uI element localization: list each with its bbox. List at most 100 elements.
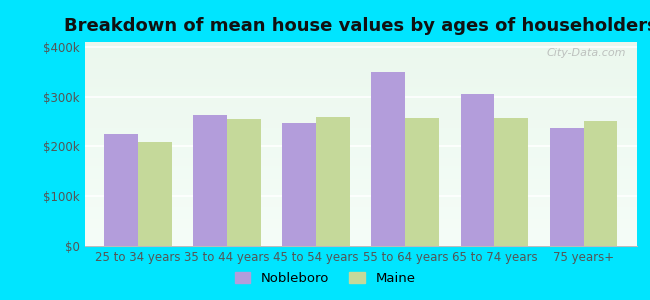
Bar [84,134,637,136]
Bar [84,213,637,215]
Bar [84,195,637,197]
Bar [84,203,637,205]
Bar [84,234,637,236]
Bar [84,119,637,122]
Bar [84,142,637,144]
Bar [84,158,637,160]
Bar [84,50,637,52]
Bar [584,121,618,246]
Bar [84,48,637,50]
Bar [84,44,637,46]
Bar [84,193,637,195]
Bar [84,126,637,128]
Bar [84,242,637,244]
Bar [84,83,637,85]
Bar [84,201,637,203]
Bar [84,105,637,107]
Legend: Nobleboro, Maine: Nobleboro, Maine [229,267,421,290]
Bar [406,118,439,246]
Bar [84,230,637,232]
Bar [84,150,637,152]
Bar [84,130,637,132]
Bar [84,189,637,191]
Bar [84,60,637,62]
Bar [84,95,637,97]
Bar [84,109,637,111]
Bar [84,177,637,179]
Bar [282,123,316,246]
Bar [84,56,637,58]
Bar [84,226,637,228]
Bar [84,197,637,199]
Bar [84,93,637,95]
Bar [84,236,637,238]
Bar [495,118,528,246]
Bar [84,128,637,130]
Bar [84,148,637,150]
Bar [84,107,637,109]
Bar [84,73,637,75]
Bar [84,116,637,118]
Bar [84,232,637,234]
Bar [84,87,637,89]
Bar [84,205,637,207]
Bar [84,113,637,116]
Bar [84,199,637,201]
Bar [84,58,637,60]
Bar [84,191,637,193]
Bar [84,207,637,209]
Bar [84,67,637,68]
Bar [84,91,637,93]
Bar [138,142,172,246]
Bar [84,170,637,172]
Bar [84,122,637,124]
Bar [84,238,637,240]
Bar [84,160,637,162]
Bar [84,152,637,154]
Bar [84,52,637,54]
Bar [84,185,637,187]
Bar [84,224,637,226]
Bar [84,187,637,189]
Bar [461,94,495,246]
Bar [84,218,637,220]
Bar [84,89,637,91]
Bar [84,136,637,138]
Bar [84,70,637,73]
Bar [104,134,138,246]
Bar [84,181,637,183]
Bar [84,172,637,175]
Bar [84,156,637,158]
Bar [84,162,637,164]
Bar [84,97,637,99]
Bar [84,154,637,156]
Bar [84,211,637,213]
Bar [84,54,637,56]
Bar [84,220,637,221]
Bar [84,169,637,170]
Bar [84,75,637,77]
Bar [84,124,637,126]
Bar [84,179,637,181]
Bar [84,167,637,169]
Bar [84,118,637,119]
Bar [84,103,637,105]
Bar [84,209,637,211]
Bar [550,128,584,246]
Bar [227,119,261,246]
Bar [316,117,350,246]
Bar [84,77,637,79]
Bar [84,81,637,83]
Bar [84,132,637,134]
Bar [84,46,637,48]
Bar [84,62,637,64]
Bar [84,42,637,44]
Title: Breakdown of mean house values by ages of householders: Breakdown of mean house values by ages o… [64,17,650,35]
Bar [84,183,637,185]
Bar [193,115,227,246]
Bar [84,215,637,217]
Bar [84,175,637,177]
Text: City-Data.com: City-Data.com [547,48,626,58]
Bar [84,140,637,142]
Bar [84,99,637,101]
